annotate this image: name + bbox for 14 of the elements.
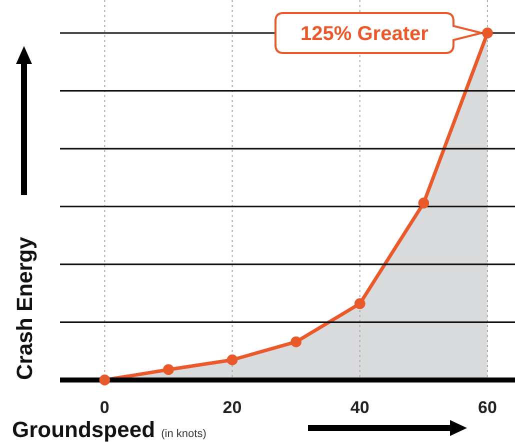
point (290, 336, 302, 348)
x-tick-label: 40 (350, 398, 370, 417)
y-axis-title: Crash Energy (12, 236, 37, 380)
point (482, 28, 493, 38)
x-tick-label: 60 (478, 398, 497, 417)
annotation: 125% Greater (300, 23, 429, 45)
x-axis-title: Groundspeed (in knots) (12, 417, 206, 442)
point (226, 354, 238, 366)
point (163, 364, 174, 375)
point (99, 374, 110, 386)
x-tick-label: 0 (100, 398, 110, 417)
point (354, 298, 366, 309)
x-tick-label: 20 (222, 398, 242, 417)
point (418, 198, 430, 208)
